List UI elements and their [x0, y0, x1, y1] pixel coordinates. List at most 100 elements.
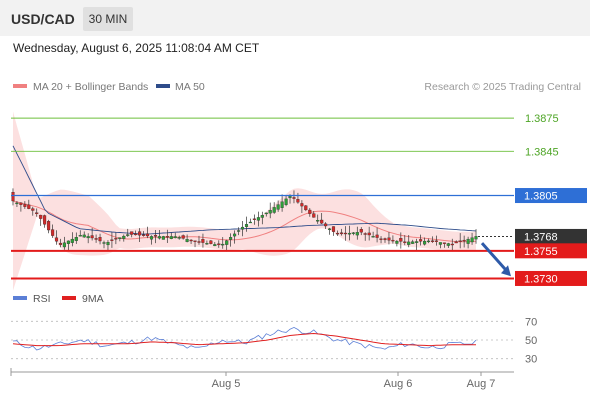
candle-body	[31, 208, 35, 211]
candle-body	[35, 212, 39, 214]
candle-body	[430, 240, 435, 242]
candle	[450, 238, 454, 252]
candle	[343, 226, 347, 241]
candle	[74, 232, 78, 244]
candle-body	[470, 237, 474, 243]
candle-body	[43, 215, 47, 225]
candle-body	[197, 241, 201, 243]
candle	[58, 238, 63, 248]
candle	[161, 235, 165, 240]
time-tick-label: Aug 5	[212, 378, 241, 390]
candle-body	[106, 242, 110, 246]
candle-body	[252, 218, 256, 220]
candle	[335, 230, 340, 236]
candle-body	[403, 241, 407, 243]
candle-body	[423, 240, 427, 245]
candle	[201, 233, 205, 248]
candle-body	[11, 192, 15, 202]
candle	[213, 242, 217, 247]
candle-body	[205, 243, 209, 245]
candle	[359, 227, 363, 236]
candle	[371, 231, 375, 238]
forecast-arrow	[480, 242, 509, 273]
candle	[62, 236, 66, 250]
candle-body	[304, 205, 308, 211]
candle-body	[134, 233, 138, 236]
level-label-4: 1.3755	[524, 246, 558, 258]
candle	[399, 232, 403, 249]
candle-body	[387, 237, 391, 241]
candle-body	[264, 212, 268, 215]
candle	[244, 216, 249, 232]
candle-body	[229, 237, 233, 240]
candle-body	[248, 221, 252, 224]
candle-body	[272, 207, 276, 213]
candle	[142, 231, 146, 237]
candle-body	[58, 242, 63, 245]
candle-body	[434, 240, 438, 242]
candle-body	[153, 234, 158, 237]
candle-body	[114, 238, 118, 240]
candle	[351, 232, 355, 236]
candle	[438, 242, 442, 249]
candle-body	[54, 237, 59, 242]
candle-body	[240, 226, 245, 230]
candle-body	[343, 232, 347, 235]
candle	[324, 222, 328, 230]
time-tick-label: Aug 7	[467, 378, 496, 390]
candle	[419, 234, 423, 246]
candle	[240, 220, 245, 237]
candle-body	[70, 238, 74, 243]
candle	[193, 240, 197, 248]
candle	[11, 188, 15, 206]
candle	[264, 212, 268, 217]
candle-body	[149, 236, 154, 240]
candle	[134, 230, 138, 236]
candle	[169, 232, 173, 240]
timeframe-button[interactable]: 30 MIN	[83, 7, 133, 31]
symbol-title: USD/CAD	[11, 11, 75, 27]
candle	[316, 214, 320, 224]
candle-body	[244, 224, 249, 227]
candle-body	[165, 236, 169, 238]
candle	[39, 214, 43, 226]
candle	[355, 226, 359, 240]
candle	[470, 232, 474, 245]
legend-swatch-ma50	[156, 84, 170, 88]
candle-body	[466, 238, 470, 244]
candle	[331, 226, 336, 236]
candle-body	[102, 242, 106, 244]
candle-body	[185, 239, 189, 242]
legend-label-ma50: MA 50	[175, 81, 205, 93]
candle-body	[193, 240, 197, 242]
candle-body	[308, 209, 312, 214]
candle	[454, 240, 458, 244]
bollinger-band	[13, 111, 476, 291]
candle-body	[411, 241, 415, 244]
candle-body	[328, 228, 332, 230]
candle-body	[260, 215, 264, 218]
candle	[90, 228, 94, 241]
candle	[51, 224, 55, 238]
candle-body	[118, 237, 122, 239]
candle-body	[276, 204, 280, 210]
ma50-line	[12, 145, 477, 235]
level-label-3: 1.3768	[524, 231, 558, 243]
level-label-5: 1.3730	[524, 273, 558, 285]
time-axis: Aug 5 Aug 6 Aug 7	[10, 368, 514, 390]
candle	[153, 229, 158, 244]
level-layer: 1.3875 1.3845 1.3805 1.3768 1.3755 1.3730	[11, 113, 587, 286]
candle-body	[375, 234, 379, 238]
level-badge-5	[515, 270, 587, 286]
candle-body	[280, 201, 284, 208]
candle	[165, 229, 169, 243]
candle-body	[359, 229, 363, 233]
candle	[181, 234, 185, 240]
legend-label-ma20: MA 20 + Bollinger Bands	[33, 81, 148, 93]
candle-body	[173, 236, 177, 239]
candle	[248, 218, 252, 224]
candle-body	[161, 236, 165, 240]
candle-body	[209, 240, 213, 244]
candle-body	[74, 237, 78, 241]
candle	[395, 239, 399, 247]
